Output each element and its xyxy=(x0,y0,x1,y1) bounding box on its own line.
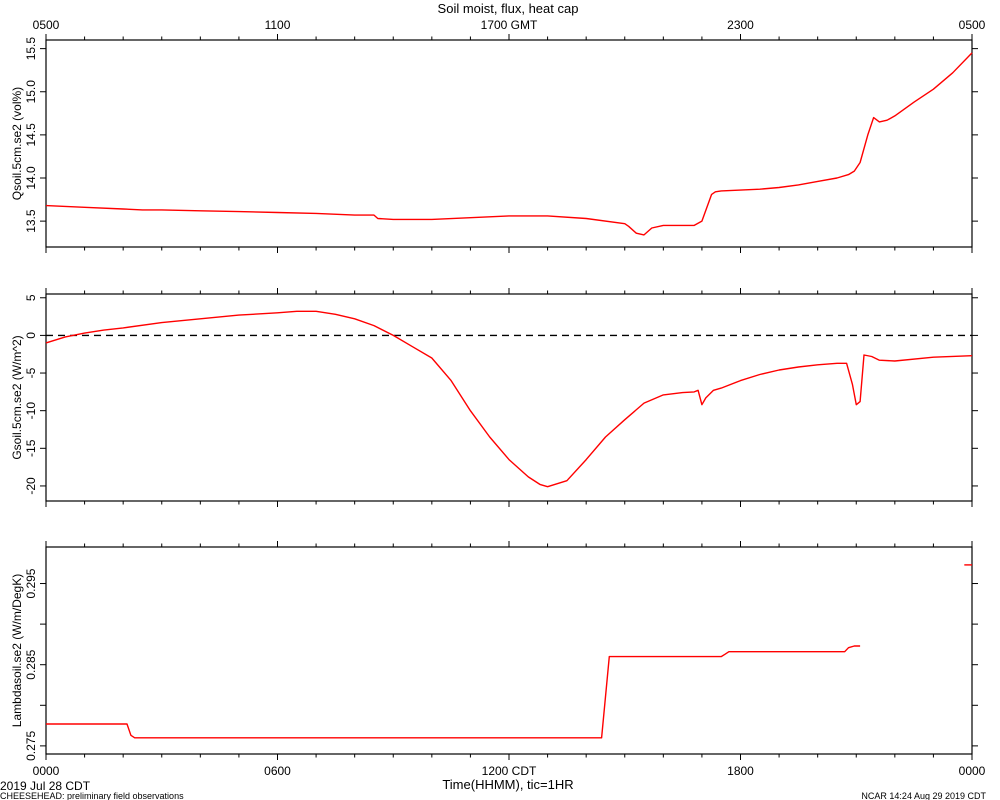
y-tick-label: -10 xyxy=(24,402,38,420)
top-tick-label: 2300 xyxy=(727,18,754,32)
chart-title: Soil moist, flux, heat cap xyxy=(438,1,579,16)
footer-date: 2019 Jul 28 CDT xyxy=(0,779,91,793)
y-tick-label: 15.0 xyxy=(24,80,38,104)
panel-1: 13.5 14.0 14.5 15.0 15.5 Qsoil.5cm.se2 (vol%) xyxy=(10,34,978,253)
panel-frame xyxy=(45,293,973,502)
x-axis-label: Time(HHMM), tic=1HR xyxy=(442,777,573,792)
bottom-tick-label: 1800 xyxy=(727,764,754,778)
y-tick-label: 13.5 xyxy=(24,209,38,233)
footer-timestamp: NCAR 14:24 Aug 29 2019 CDT xyxy=(861,791,986,800)
series-line xyxy=(45,52,973,236)
series-line xyxy=(46,645,861,739)
y-tick-label: 14.0 xyxy=(24,166,38,190)
top-tick-label: 1100 xyxy=(265,18,291,32)
y-tick-label: -20 xyxy=(24,477,38,495)
bottom-tick-label: 0000 xyxy=(33,764,60,778)
y-tick-label: -5 xyxy=(24,367,38,378)
y-tick-label: 0.285 xyxy=(24,649,38,679)
y-tick-label: 0.295 xyxy=(24,568,38,598)
bottom-tick-label: 1200 CDT xyxy=(482,764,537,778)
y-axis-label: Lambdasoil.se2 (W/m/DegK) xyxy=(10,574,24,727)
y-tick-label: 0 xyxy=(24,332,38,339)
bottom-tick-label: 0600 xyxy=(264,764,291,778)
y-tick-label: 14.5 xyxy=(24,123,38,147)
y-tick-label: -15 xyxy=(24,439,38,457)
bottom-tick-label: 0000 xyxy=(959,764,986,778)
panel-frame xyxy=(45,546,973,755)
plot-panels: 13.5 14.0 14.5 15.0 15.5 Qsoil.5cm.se2 (vol%)… xyxy=(10,34,978,761)
y-tick-label: 0.275 xyxy=(24,731,38,761)
top-tick-label: 1700 GMT xyxy=(481,18,538,32)
footer-project-note: CHEESEHEAD: preliminary field observatio… xyxy=(0,791,184,800)
top-tick-label: 0500 xyxy=(33,18,60,32)
y-axis-label: Gsoil.5cm.se2 (W/m^2) xyxy=(10,335,24,459)
top-axis-tick-labels: 0500 1100 1700 GMT 2300 0500 xyxy=(33,18,986,32)
y-axis-label: Qsoil.5cm.se2 (vol%) xyxy=(10,87,24,200)
panel-2: -20 -15 -10 -5 0 5 Gsoil.5cm.se2 (W/m^2) xyxy=(10,288,978,507)
y-tick-label: 15.5 xyxy=(24,37,38,61)
y-tick-label: 5 xyxy=(24,294,38,301)
bottom-axis-tick-labels: 0000 0600 1200 CDT 1800 0000 xyxy=(33,764,986,778)
series-line xyxy=(45,310,973,488)
top-tick-label: 0500 xyxy=(959,18,986,32)
